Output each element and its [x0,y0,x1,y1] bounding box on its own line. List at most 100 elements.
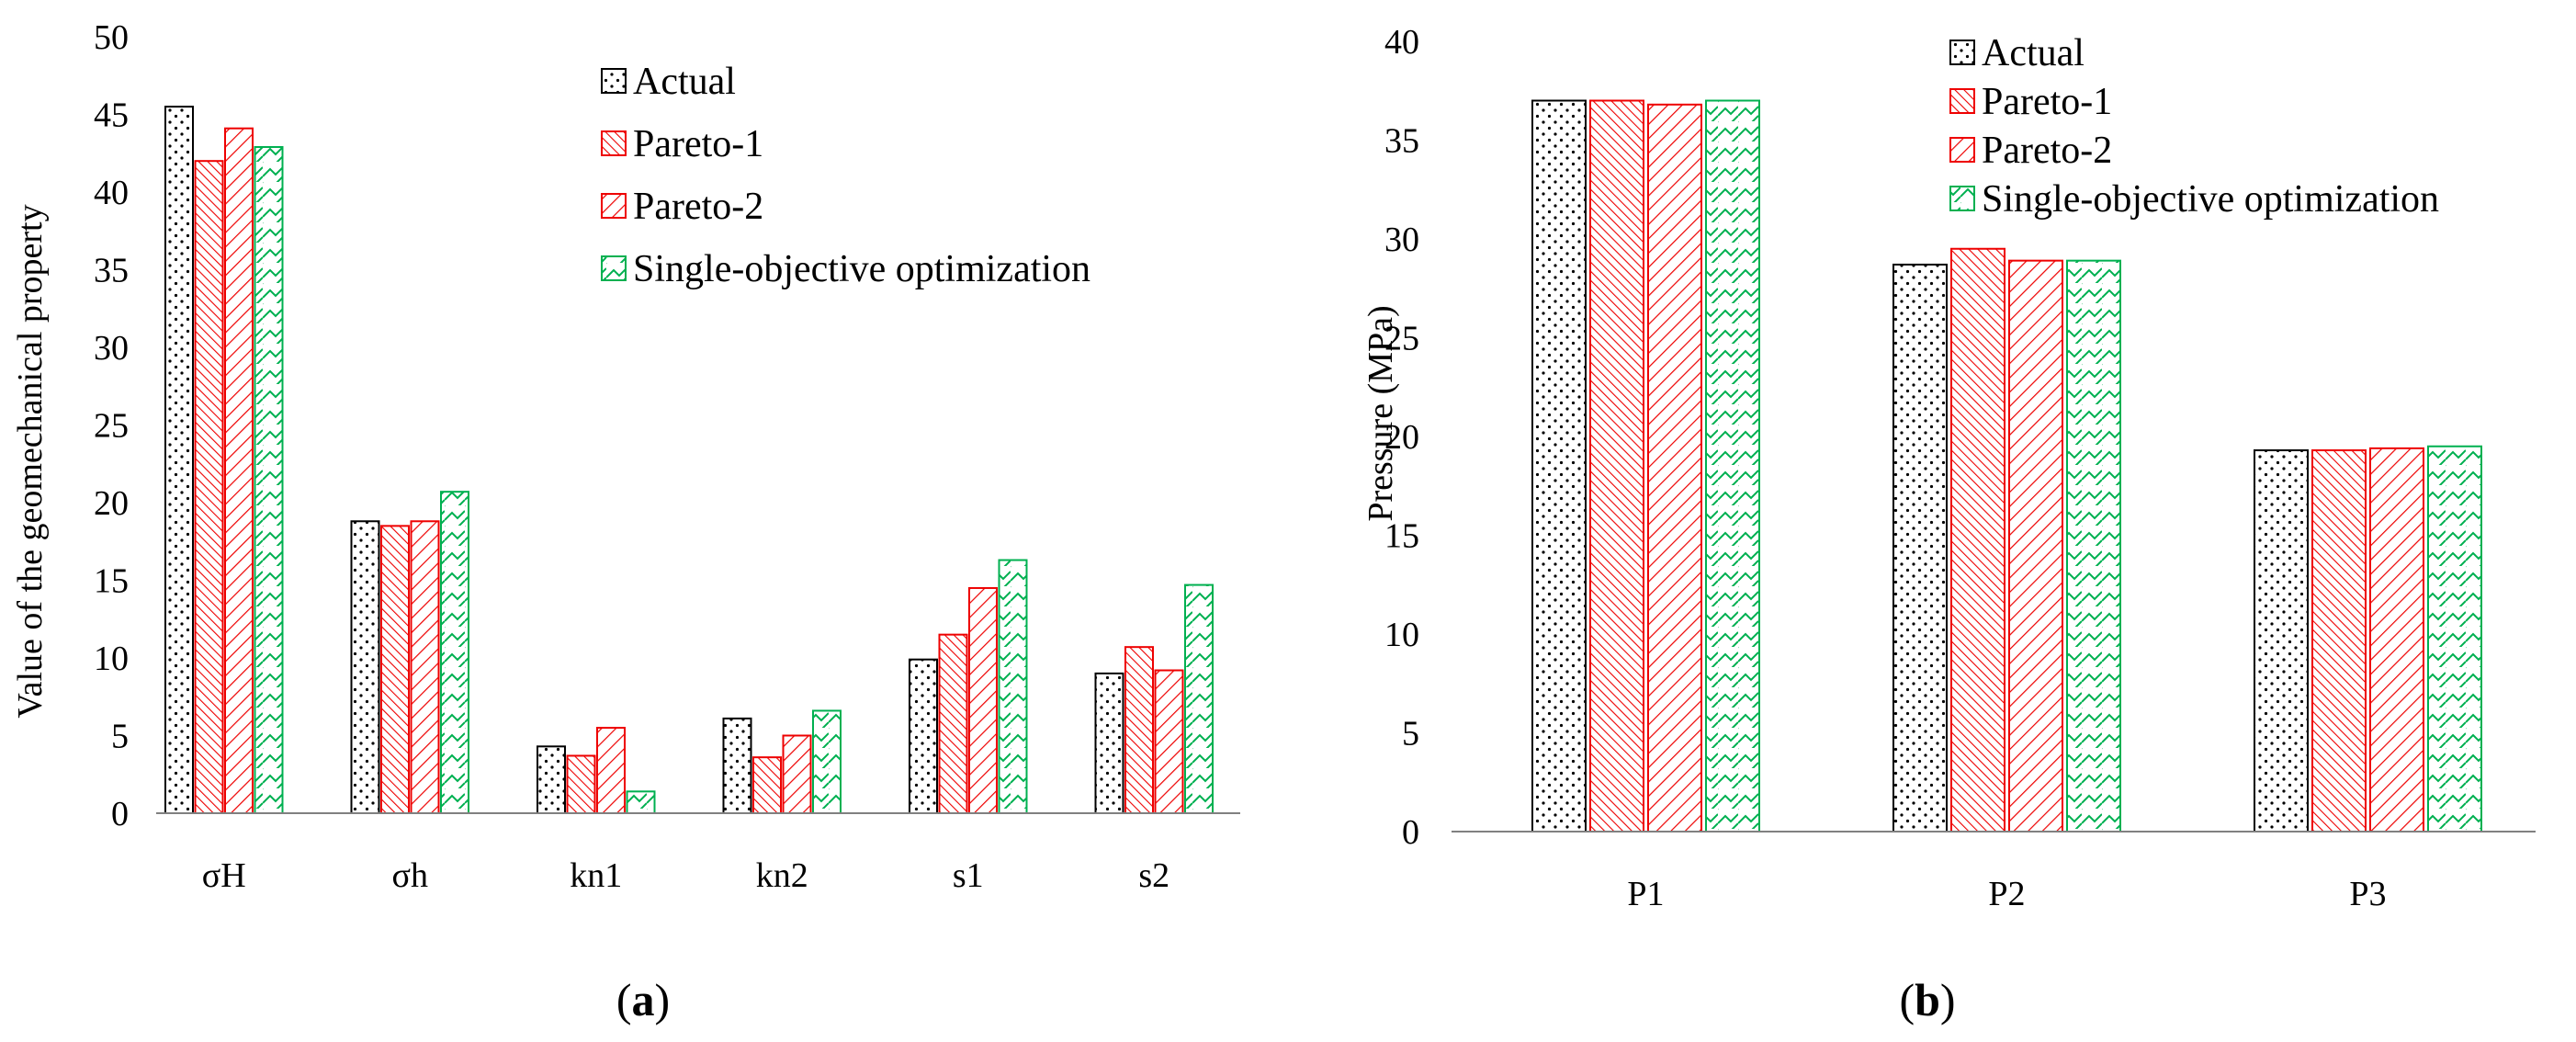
bar-b-actual-2 [2254,449,2309,832]
y-tick-label-a-10: 10 [94,640,129,678]
panel-caption-a-close: ) [655,974,671,1025]
panel-caption-a: (a) [616,974,670,1025]
legend-swatch-a-pareto-1 [601,130,627,156]
y-tick-label-b-5: 5 [1402,715,1419,753]
legend-label-a-actual: Actual [633,61,736,103]
bar-b-pareto-1-1 [1950,247,2005,832]
legend-a: Actual Pareto-1 Pareto-2 Single-objective o… [601,61,1090,290]
bars-b [1531,99,2482,833]
legend-swatch-b-pareto-1 [1949,88,1975,114]
y-tick-label-b-15: 15 [1384,517,1419,556]
legend-b: Actual Pareto-1 Pareto-2 Single-objective o… [1949,32,2439,221]
y-axis-ticks-a: 0 5 10 15 20 25 30 35 40 45 50 [94,18,129,833]
chart-panel-a: Value of the geomechanical property 0 5 10… [11,18,1240,895]
x-tick-label-a-2: kn1 [570,856,622,895]
bar-a-pareto-2-5 [1154,669,1184,815]
bar-a-pareto-1-3 [752,756,782,814]
x-tick-label-a-0: σH [202,856,246,895]
x-tick-label-a-1: σh [392,856,428,895]
x-axis-labels-a: σH σh kn1 kn2 s1 s2 [202,856,1169,895]
legend-label-b-pareto-2: Pareto-2 [1982,130,2112,172]
x-tick-label-b-0: P1 [1627,875,1664,913]
x-tick-label-a-4: s1 [953,856,984,895]
panel-caption-b: (b) [1899,974,1955,1025]
bar-a-actual-1 [350,520,380,815]
bar-b-single-objective-1 [2066,259,2121,832]
bar-a-pareto-2-4 [968,586,998,815]
bar-a-single-objective-4 [998,559,1028,815]
bar-a-pareto-2-1 [410,520,440,815]
y-tick-label-b-20: 20 [1384,418,1419,457]
bar-a-pareto-1-2 [566,754,596,814]
bar-a-pareto-2-0 [224,127,254,814]
y-axis-ticks-b: 0 5 10 15 20 25 30 35 40 [1384,23,1419,852]
y-tick-label-b-25: 25 [1384,320,1419,358]
bar-a-actual-2 [537,745,566,815]
legend-swatch-b-single-objective [1949,186,1975,211]
legend-label-b-pareto-1: Pareto-1 [1982,81,2112,123]
legend-label-a-single-objective: Single-objective optimization [633,248,1090,290]
y-tick-label-a-5: 5 [111,718,129,756]
legend-label-b-single-objective: Single-objective optimization [1982,178,2439,221]
bar-b-actual-1 [1892,263,1948,832]
bar-b-pareto-2-2 [2369,447,2424,832]
bar-a-single-objective-2 [626,790,656,815]
panel-caption-a-open: ( [616,974,632,1025]
x-axis-labels-b: P1 P2 P3 [1627,875,2386,913]
bar-b-pareto-2-1 [2008,259,2063,832]
bar-b-pareto-1-0 [1589,99,1644,832]
bar-a-actual-5 [1094,672,1124,815]
legend-swatch-b-actual [1949,40,1975,65]
legend-swatch-a-single-objective [601,255,627,281]
panel-caption-b-open: ( [1899,974,1915,1025]
x-tick-label-a-3: kn2 [756,856,808,895]
y-tick-label-b-35: 35 [1384,122,1419,161]
y-tick-label-b-40: 40 [1384,23,1419,62]
y-tick-label-b-0: 0 [1402,813,1419,852]
bar-a-actual-3 [722,717,752,814]
x-tick-label-b-2: P3 [2349,875,2386,913]
y-tick-label-b-30: 30 [1384,221,1419,259]
bar-b-actual-0 [1531,99,1587,832]
bar-a-single-objective-1 [440,491,469,814]
bar-a-pareto-2-2 [596,727,626,814]
y-axis-title-a: Value of the geomechanical property [11,204,50,718]
legend-swatch-b-pareto-2 [1949,137,1975,163]
bar-a-actual-0 [164,106,194,815]
y-tick-label-a-45: 45 [94,96,129,135]
panel-caption-b-label: b [1915,974,1940,1025]
bar-b-single-objective-2 [2427,445,2482,832]
chart-panel-b: Pressure (MPa) 0 5 10 15 20 25 30 35 40 P1 P2 P3 A… [1361,23,2536,913]
bar-a-pareto-1-1 [380,525,410,814]
legend-label-a-pareto-1: Pareto-1 [633,123,763,165]
bar-a-pareto-1-4 [938,633,968,815]
y-tick-label-a-20: 20 [94,484,129,523]
bar-a-pareto-2-3 [782,734,812,814]
y-tick-label-a-30: 30 [94,329,129,368]
bar-b-pareto-2-0 [1647,103,1702,833]
bars-a [164,106,1214,815]
y-tick-label-a-25: 25 [94,407,129,446]
x-tick-label-b-1: P2 [1988,875,2025,913]
legend-label-b-actual: Actual [1982,32,2085,74]
y-tick-label-b-10: 10 [1384,616,1419,654]
panel-caption-a-label: a [632,974,655,1025]
bar-a-single-objective-3 [812,709,842,815]
bar-a-single-objective-0 [254,145,284,815]
y-axis-title-b: Pressure (MPa) [1361,305,1400,521]
legend-swatch-a-actual [601,68,627,94]
legend-swatch-a-pareto-2 [601,193,627,219]
y-tick-label-a-40: 40 [94,174,129,212]
bar-a-actual-4 [909,658,938,814]
legend-label-a-pareto-2: Pareto-2 [633,186,763,228]
x-tick-label-a-5: s2 [1138,856,1169,895]
bar-a-single-objective-5 [1184,583,1214,814]
bar-b-pareto-1-2 [2311,449,2367,832]
panel-caption-b-close: ) [1940,974,1956,1025]
y-tick-label-a-15: 15 [94,562,129,601]
y-tick-label-a-0: 0 [111,795,129,833]
bar-b-single-objective-0 [1705,99,1760,832]
y-tick-label-a-50: 50 [94,18,129,57]
bar-a-pareto-1-0 [194,160,224,814]
